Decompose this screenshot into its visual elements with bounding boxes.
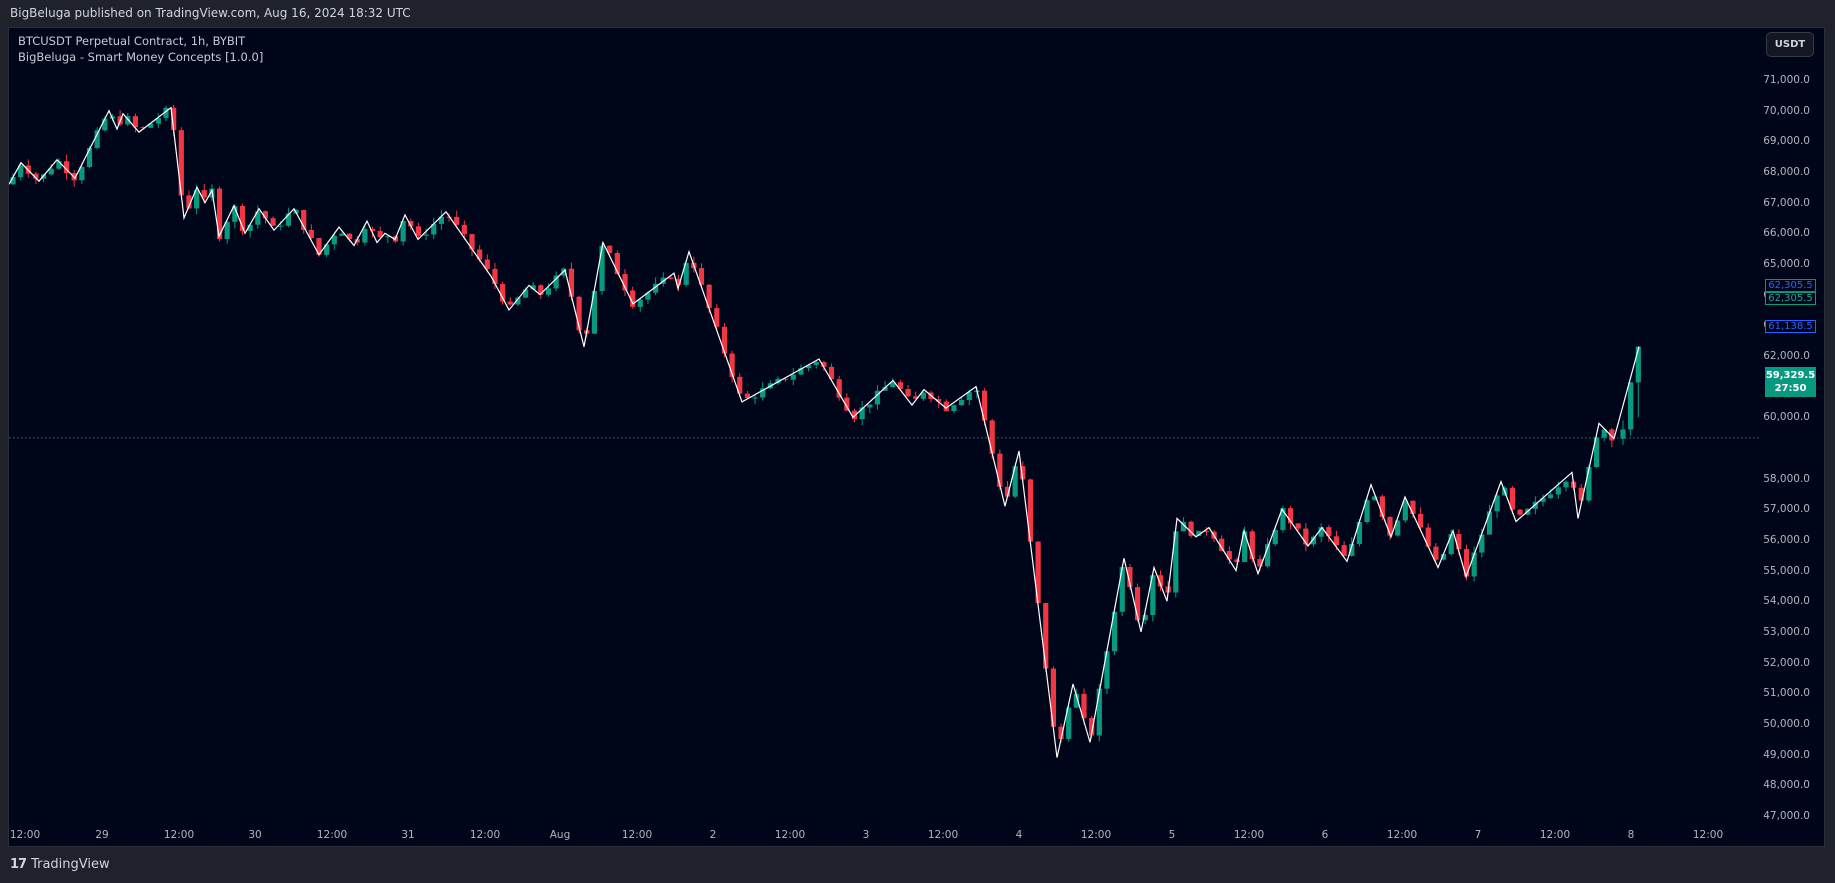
price-tick: 67,000.0 — [1763, 196, 1810, 209]
price-tick: 60,000.0 — [1763, 411, 1810, 424]
price-label-upper-blue: 62,305.5 — [1765, 279, 1816, 292]
chart-legend: BTCUSDT Perpetual Contract, 1h, BYBIT Bi… — [18, 33, 263, 65]
time-tick: 2 — [709, 829, 717, 841]
time-tick: 12:00 — [163, 829, 195, 841]
time-axis[interactable]: 12:00 29 12:00 30 12:00 31 12:00 Aug 12:00 2 12:00… — [9, 823, 1759, 847]
time-tick: 8 — [1627, 829, 1635, 841]
candles — [10, 104, 1615, 743]
time-tick: 5 — [1168, 829, 1176, 841]
price-tick: 48,000.0 — [1763, 779, 1810, 792]
price-tick: 62,000.0 — [1763, 349, 1810, 362]
bar-countdown: 27:50 — [1774, 383, 1807, 394]
price-tick: 71,000.0 — [1763, 74, 1810, 86]
time-tick: Aug — [549, 829, 571, 841]
price-tick: 68,000.0 — [1763, 165, 1810, 178]
last-price-label: 59,329.5 27:50 — [1765, 367, 1816, 397]
time-tick: 30 — [248, 829, 262, 841]
time-tick: 12:00 — [469, 829, 501, 841]
chart-panel[interactable]: BTCUSDT Perpetual Contract, 1h, BYBIT Bi… — [8, 27, 1825, 847]
price-tick: 65,000.0 — [1763, 257, 1810, 270]
symbol-title[interactable]: BTCUSDT Perpetual Contract, 1h, BYBIT — [18, 34, 246, 48]
time-tick: 12:00 — [1080, 829, 1112, 841]
publish-header: BigBeluga published on TradingView.com, … — [0, 0, 1835, 27]
price-tick: 69,000.0 — [1763, 135, 1810, 148]
last-price-value: 59,329.5 — [1765, 370, 1816, 381]
time-tick: 12:00 — [927, 829, 959, 841]
time-tick: 29 — [95, 829, 109, 841]
time-tick: 3 — [862, 829, 870, 841]
currency-button[interactable]: USDT — [1766, 32, 1814, 57]
time-tick: 7 — [1474, 829, 1482, 841]
time-tick: 12:00 — [316, 829, 348, 841]
price-tick: 49,000.0 — [1763, 748, 1810, 761]
footer: 17 TradingView — [10, 857, 110, 872]
published-info: BigBeluga published on TradingView.com, … — [10, 6, 411, 20]
indicator-title[interactable]: BigBeluga - Smart Money Concepts [1.0.0] — [18, 50, 264, 64]
time-tick: 6 — [1321, 829, 1329, 841]
tradingview-logo-icon: 17 — [10, 857, 27, 872]
brand-name[interactable]: TradingView — [31, 857, 110, 872]
price-tick: 66,000.0 — [1763, 227, 1810, 240]
price-tick: 54,000.0 — [1763, 595, 1810, 608]
price-tick: 58,000.0 — [1763, 472, 1810, 485]
price-tick: 57,000.0 — [1763, 503, 1810, 516]
price-tick: 53,000.0 — [1763, 625, 1810, 638]
price-tick: 70,000.0 — [1763, 104, 1810, 117]
time-tick: 12:00 — [774, 829, 806, 841]
zigzag-structure-line — [9, 106, 1615, 758]
price-label-upper-green: 62,305.5 — [1765, 292, 1816, 305]
price-label-lower-blue: 61,138.5 — [1765, 320, 1816, 333]
time-tick: 12:00 — [9, 829, 41, 841]
price-tick: 55,000.0 — [1763, 564, 1810, 577]
price-tick: 50,000.0 — [1763, 717, 1810, 730]
time-tick: 12:00 — [1539, 829, 1571, 841]
time-tick: 31 — [401, 829, 415, 841]
time-tick: 12:00 — [1386, 829, 1418, 841]
price-tick: 52,000.0 — [1763, 656, 1810, 669]
time-tick: 12:00 — [621, 829, 653, 841]
price-tick: 51,000.0 — [1763, 687, 1810, 700]
price-tick: 47,000.0 — [1763, 809, 1810, 822]
time-tick: 12:00 — [1233, 829, 1265, 841]
time-tick: 12:00 — [1692, 829, 1724, 841]
price-tick: 56,000.0 — [1763, 533, 1810, 546]
price-axis[interactable]: USDT 71,000.0 70,000.0 69,000.0 68,000.0 67,… — [1758, 28, 1824, 823]
time-tick: 4 — [1015, 829, 1023, 841]
price-chart[interactable] — [9, 28, 1759, 823]
